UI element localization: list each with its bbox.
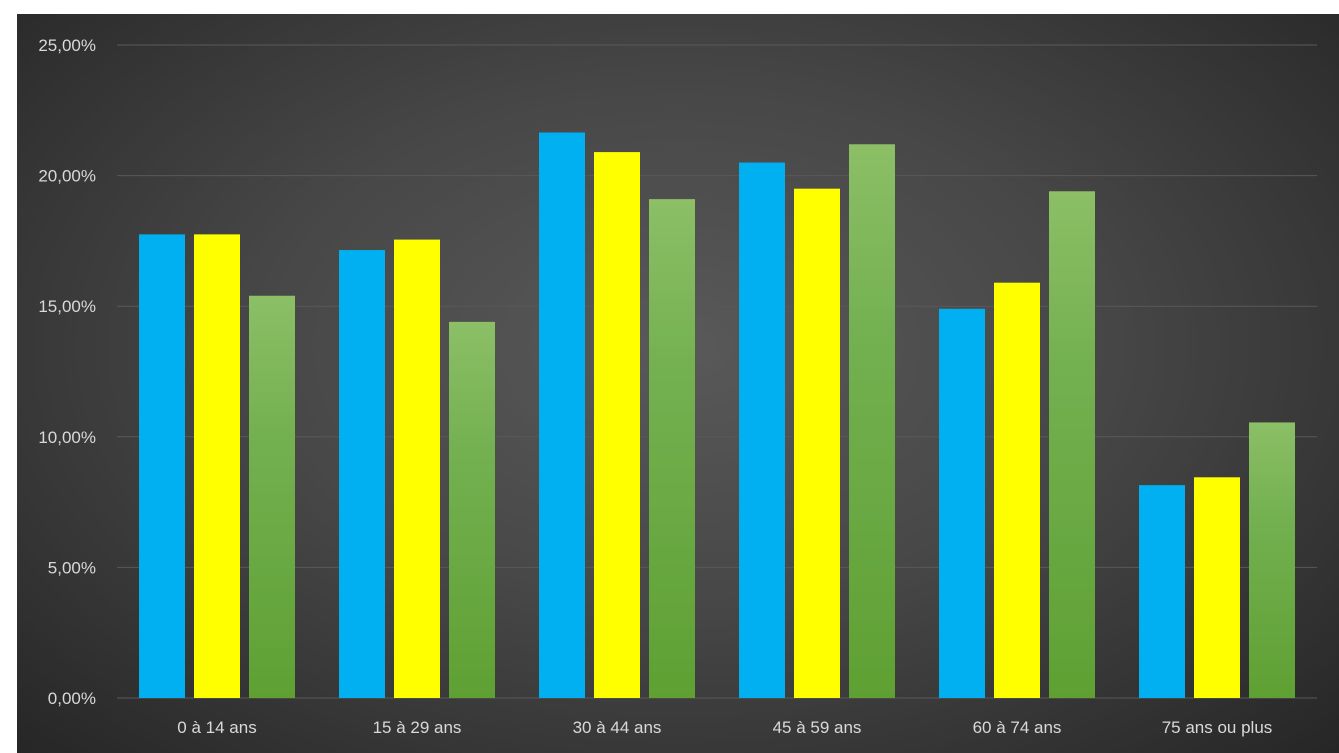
y-tick-label: 10,00% [38,428,96,447]
bar-series-2-1 [394,239,440,698]
y-tick-label: 25,00% [38,36,96,55]
x-category-label: 0 à 14 ans [177,718,256,737]
bars [139,132,1295,699]
x-category-label: 45 à 59 ans [773,718,862,737]
x-category-label: 75 ans ou plus [1162,718,1273,737]
bar-series-3-5 [1249,422,1295,698]
bar-series-1-3 [739,162,785,699]
x-category-label: 30 à 44 ans [573,718,662,737]
y-tick-label: 20,00% [38,167,96,186]
bar-series-1-5 [1139,485,1185,698]
bar-series-3-1 [449,321,495,698]
chart-area: 0,00% 5,00% 10,00% 15,00% 20,00% 25,00% 0 à 1… [17,14,1339,753]
x-axis-category-labels: 0 à 14 ans 15 à 29 ans 30 à 44 ans 45 à 59 … [177,718,1272,737]
bar-series-2-0 [194,234,240,698]
bar-series-2-3 [794,188,840,698]
bar-series-3-2 [649,199,695,698]
y-axis-tick-labels: 0,00% 5,00% 10,00% 15,00% 20,00% 25,00% [38,36,96,708]
bar-series-2-5 [1194,477,1240,698]
gridlines [117,44,1317,699]
bar-series-3-4 [1049,191,1095,698]
y-tick-label: 0,00% [48,689,96,708]
bar-series-3-0 [249,295,295,698]
x-category-label: 15 à 29 ans [373,718,462,737]
bar-chart: 0,00% 5,00% 10,00% 15,00% 20,00% 25,00% 0 à 1… [38,36,1317,737]
bar-series-3-3 [849,144,895,699]
bar-series-2-4 [994,282,1040,698]
bar-series-2-2 [594,152,640,699]
bar-series-1-1 [339,250,385,699]
y-tick-label: 5,00% [48,558,96,577]
bar-series-1-2 [539,132,585,698]
bar-series-1-4 [939,308,985,698]
y-tick-label: 15,00% [38,297,96,316]
bar-series-1-0 [139,234,185,698]
x-category-label: 60 à 74 ans [973,718,1062,737]
